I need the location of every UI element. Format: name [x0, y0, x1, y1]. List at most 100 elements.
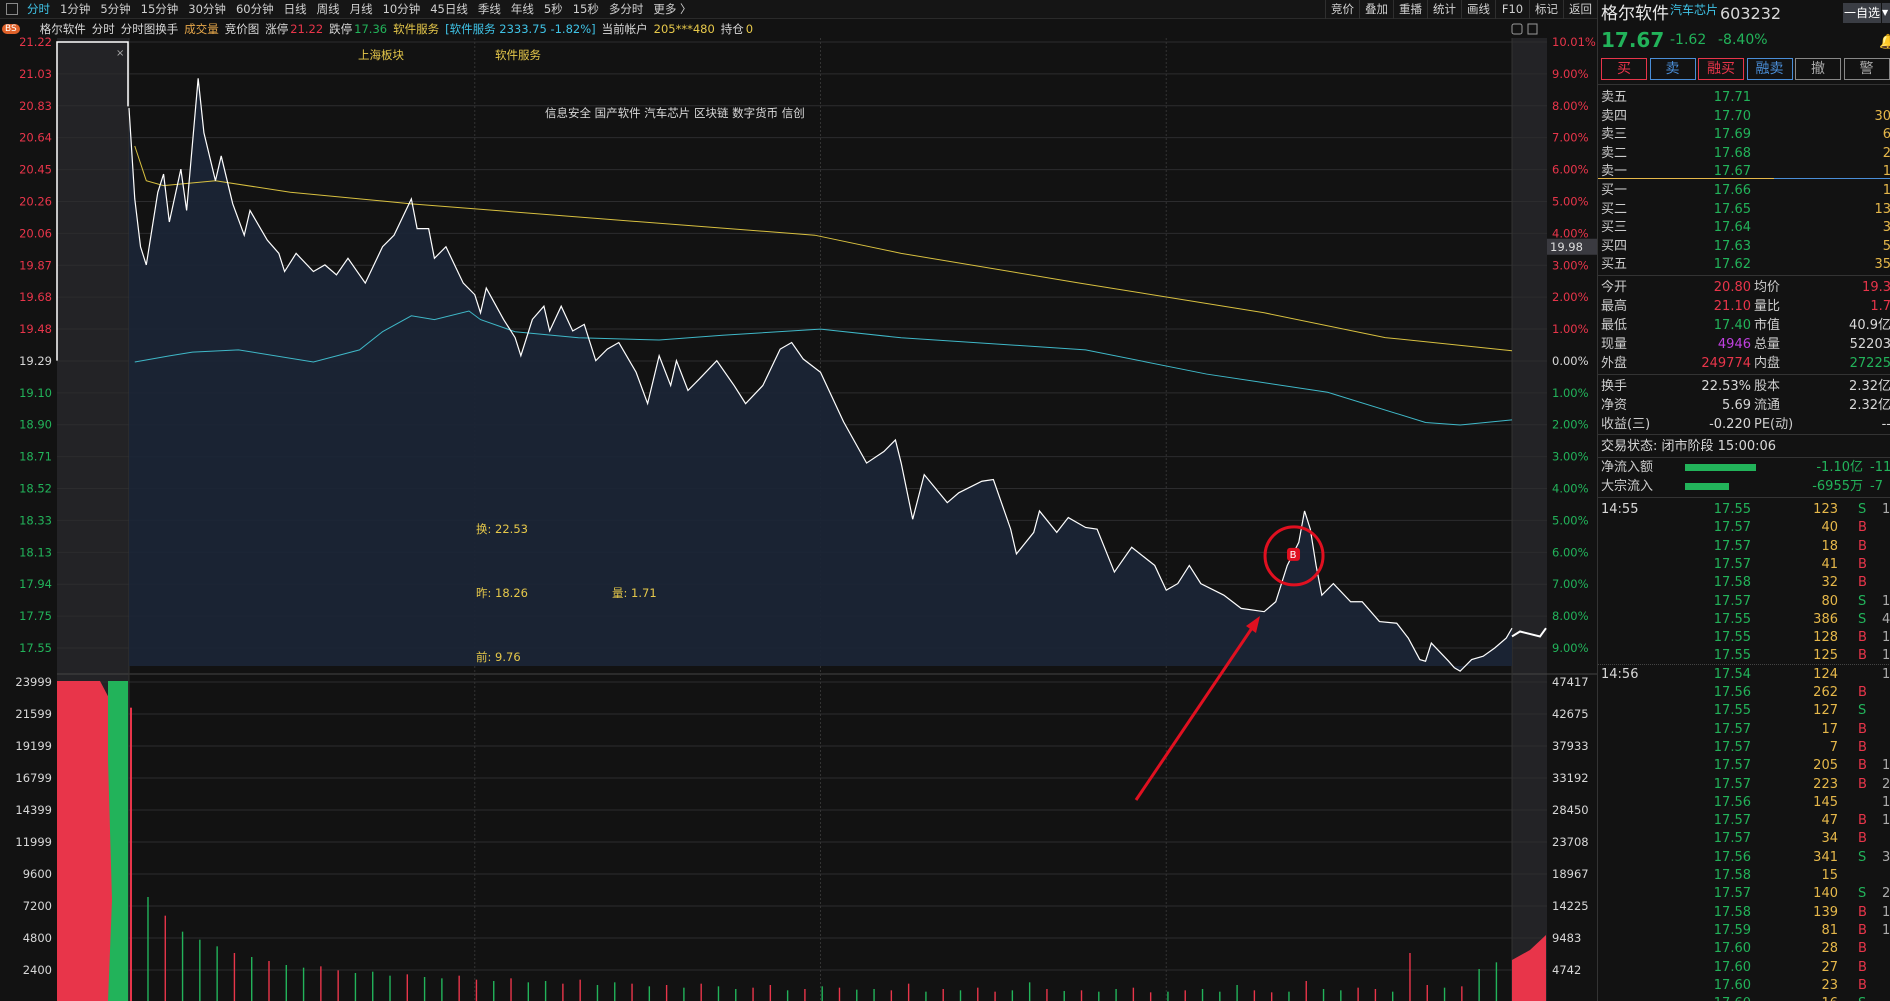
volume-ratio-annotation: 量: 1.71 — [612, 586, 657, 600]
price-tick: 17.75 — [19, 609, 52, 623]
period-tab[interactable]: 月线 — [349, 2, 373, 16]
volume-bar — [1149, 992, 1152, 1001]
trade-button[interactable]: 警 — [1843, 58, 1890, 80]
mode-turnover[interactable]: 分时图换手 — [120, 21, 179, 36]
volume-bar — [994, 991, 996, 1001]
level-label: 买三 — [1601, 220, 1628, 236]
board-software[interactable]: 软件服务 — [495, 48, 541, 62]
tool-button[interactable]: 竞价 — [1325, 0, 1359, 19]
expand-icon[interactable] — [1511, 23, 1523, 35]
trade-button[interactable]: 卖 — [1649, 58, 1696, 80]
period-tab[interactable]: 日线 — [283, 2, 307, 16]
pct-tick: 0.00% — [1552, 354, 1589, 368]
tool-button[interactable]: 标记 — [1529, 0, 1563, 19]
tick-row: 17.57 47 B 1 — [1598, 811, 1890, 831]
volume-bar — [493, 981, 495, 1001]
tick-row: 17.57 40 B — [1598, 518, 1890, 538]
stat-row: 现量 4946 总量 52203 — [1598, 335, 1890, 355]
period-tab[interactable]: 年线 — [510, 2, 534, 16]
volume-tick: 16799 — [15, 771, 52, 785]
period-tab[interactable]: 45日线 — [430, 2, 468, 16]
tick-volume: 28 — [1821, 941, 1838, 957]
tick-price: 17.58 — [1713, 904, 1751, 920]
tick-side: B — [1858, 648, 1867, 664]
current-price: 17.67 — [1601, 28, 1665, 52]
tick-volume: 27 — [1821, 959, 1838, 975]
tick-price: 17.55 — [1713, 648, 1751, 664]
bid-row: 买一 17.66 1 — [1598, 181, 1890, 201]
period-tab[interactable]: 15秒 — [572, 2, 599, 16]
price-tick: 20.64 — [19, 131, 52, 145]
board-shanghai[interactable]: 上海板块 — [358, 48, 404, 62]
tick-price: 17.58 — [1713, 575, 1751, 591]
tick-side: B — [1858, 813, 1867, 829]
stat-value: 249774 — [1701, 356, 1751, 371]
period-tab[interactable]: 1分钟 — [60, 2, 91, 16]
tick-row: 17.55 127 S — [1598, 701, 1890, 721]
volume-bar — [199, 939, 201, 1001]
stat-value: 22.53% — [1701, 379, 1751, 394]
quote-concept[interactable]: 汽车芯片 — [1670, 3, 1719, 17]
volume-bar — [735, 989, 737, 1001]
tick-row: 17.55 386 S 4 — [1598, 610, 1890, 630]
panel-toggle-icon[interactable] — [1527, 23, 1538, 35]
volume-bar — [320, 966, 322, 1001]
bell-icon[interactable]: 🔔 — [1879, 32, 1890, 52]
close-icon[interactable]: × — [116, 48, 124, 59]
period-tab[interactable]: 60分钟 — [235, 2, 274, 16]
flow-extra: -11 — [1870, 460, 1890, 475]
period-tab[interactable]: 周线 — [316, 2, 340, 16]
stat-row: 换手 22.53% 股本 2.32亿 — [1598, 377, 1890, 397]
bs-badge[interactable]: BS — [2, 23, 20, 34]
volume-bar — [1028, 982, 1031, 1001]
tool-button[interactable]: 叠加 — [1359, 0, 1393, 19]
intraday-chart[interactable]: 21.22 10.01% 21.03 9.00% 20.83 8.00% 20.64 7.00… — [0, 0, 1597, 1001]
period-tab[interactable]: 多分时 — [608, 2, 644, 16]
tick-row: 17.57 17 B — [1598, 720, 1890, 740]
period-tab[interactable]: 更多 〉 — [653, 2, 692, 16]
tool-button[interactable]: 统计 — [1427, 0, 1461, 19]
mode-intraday[interactable]: 分时 — [91, 21, 115, 36]
auction-chart[interactable]: 竞价图 — [224, 21, 260, 36]
quote-panel: 格尔软件 汽车芯片 603232 一自选 ▼ 17.67 -1.62 -8.40… — [1597, 0, 1890, 1001]
tick-volume: 139 — [1813, 904, 1838, 920]
tool-button[interactable]: 重播 — [1393, 0, 1427, 19]
tool-button[interactable]: 返回 — [1563, 0, 1597, 19]
tick-price: 17.57 — [1713, 886, 1751, 902]
period-tab[interactable]: 30分钟 — [188, 2, 226, 16]
stat-row: 最低 17.40 市值 40.9亿 — [1598, 316, 1890, 336]
volume-indicator[interactable]: 成交量 — [184, 21, 219, 36]
period-tab[interactable]: 15分钟 — [140, 2, 179, 16]
auction-volume-sell — [108, 681, 128, 1001]
trade-button[interactable]: 撤 — [1795, 58, 1841, 80]
level-price: 17.70 — [1713, 108, 1751, 124]
trade-button[interactable]: 融卖 — [1746, 58, 1793, 80]
watchlist-button[interactable]: 一自选 — [1843, 3, 1881, 23]
period-tab[interactable]: 5秒 — [543, 2, 563, 16]
level-price: 17.62 — [1713, 257, 1751, 273]
period-tab[interactable]: 分时 — [27, 2, 50, 16]
tool-button[interactable]: 画线 — [1461, 0, 1495, 19]
period-tab[interactable]: 5分钟 — [100, 2, 131, 16]
price-tick: 21.22 — [19, 35, 52, 49]
tick-side: B — [1858, 941, 1867, 957]
tick-row: 14:55 17.55 123 S 1 — [1598, 500, 1890, 520]
ask-row: 卖一 17.67 1 — [1598, 162, 1890, 182]
period-tab[interactable]: 10分钟 — [382, 2, 421, 16]
tick-price: 17.57 — [1713, 593, 1751, 609]
buy-marker — [1287, 547, 1301, 561]
sidebar-toggle-icon[interactable] — [6, 3, 18, 15]
watchlist-dropdown-icon[interactable]: ▼ — [1882, 3, 1890, 23]
tick-row: 17.58 139 B 1 — [1598, 903, 1890, 923]
tick-volume: 23 — [1821, 977, 1838, 993]
price-area-fill — [129, 78, 1512, 672]
trade-button[interactable]: 融买 — [1698, 58, 1744, 80]
sector-name[interactable]: 软件服务 — [393, 21, 440, 36]
trade-status: 交易状态: 闭市阶段 15:00:06 — [1601, 439, 1777, 454]
trade-button[interactable]: 买 — [1601, 58, 1647, 80]
flow-extra: -7 — [1870, 479, 1883, 494]
tool-button[interactable]: F10 — [1495, 0, 1529, 19]
volume-bar — [752, 987, 754, 1001]
period-tab[interactable]: 季线 — [477, 2, 501, 16]
volume-bar — [475, 979, 478, 1001]
